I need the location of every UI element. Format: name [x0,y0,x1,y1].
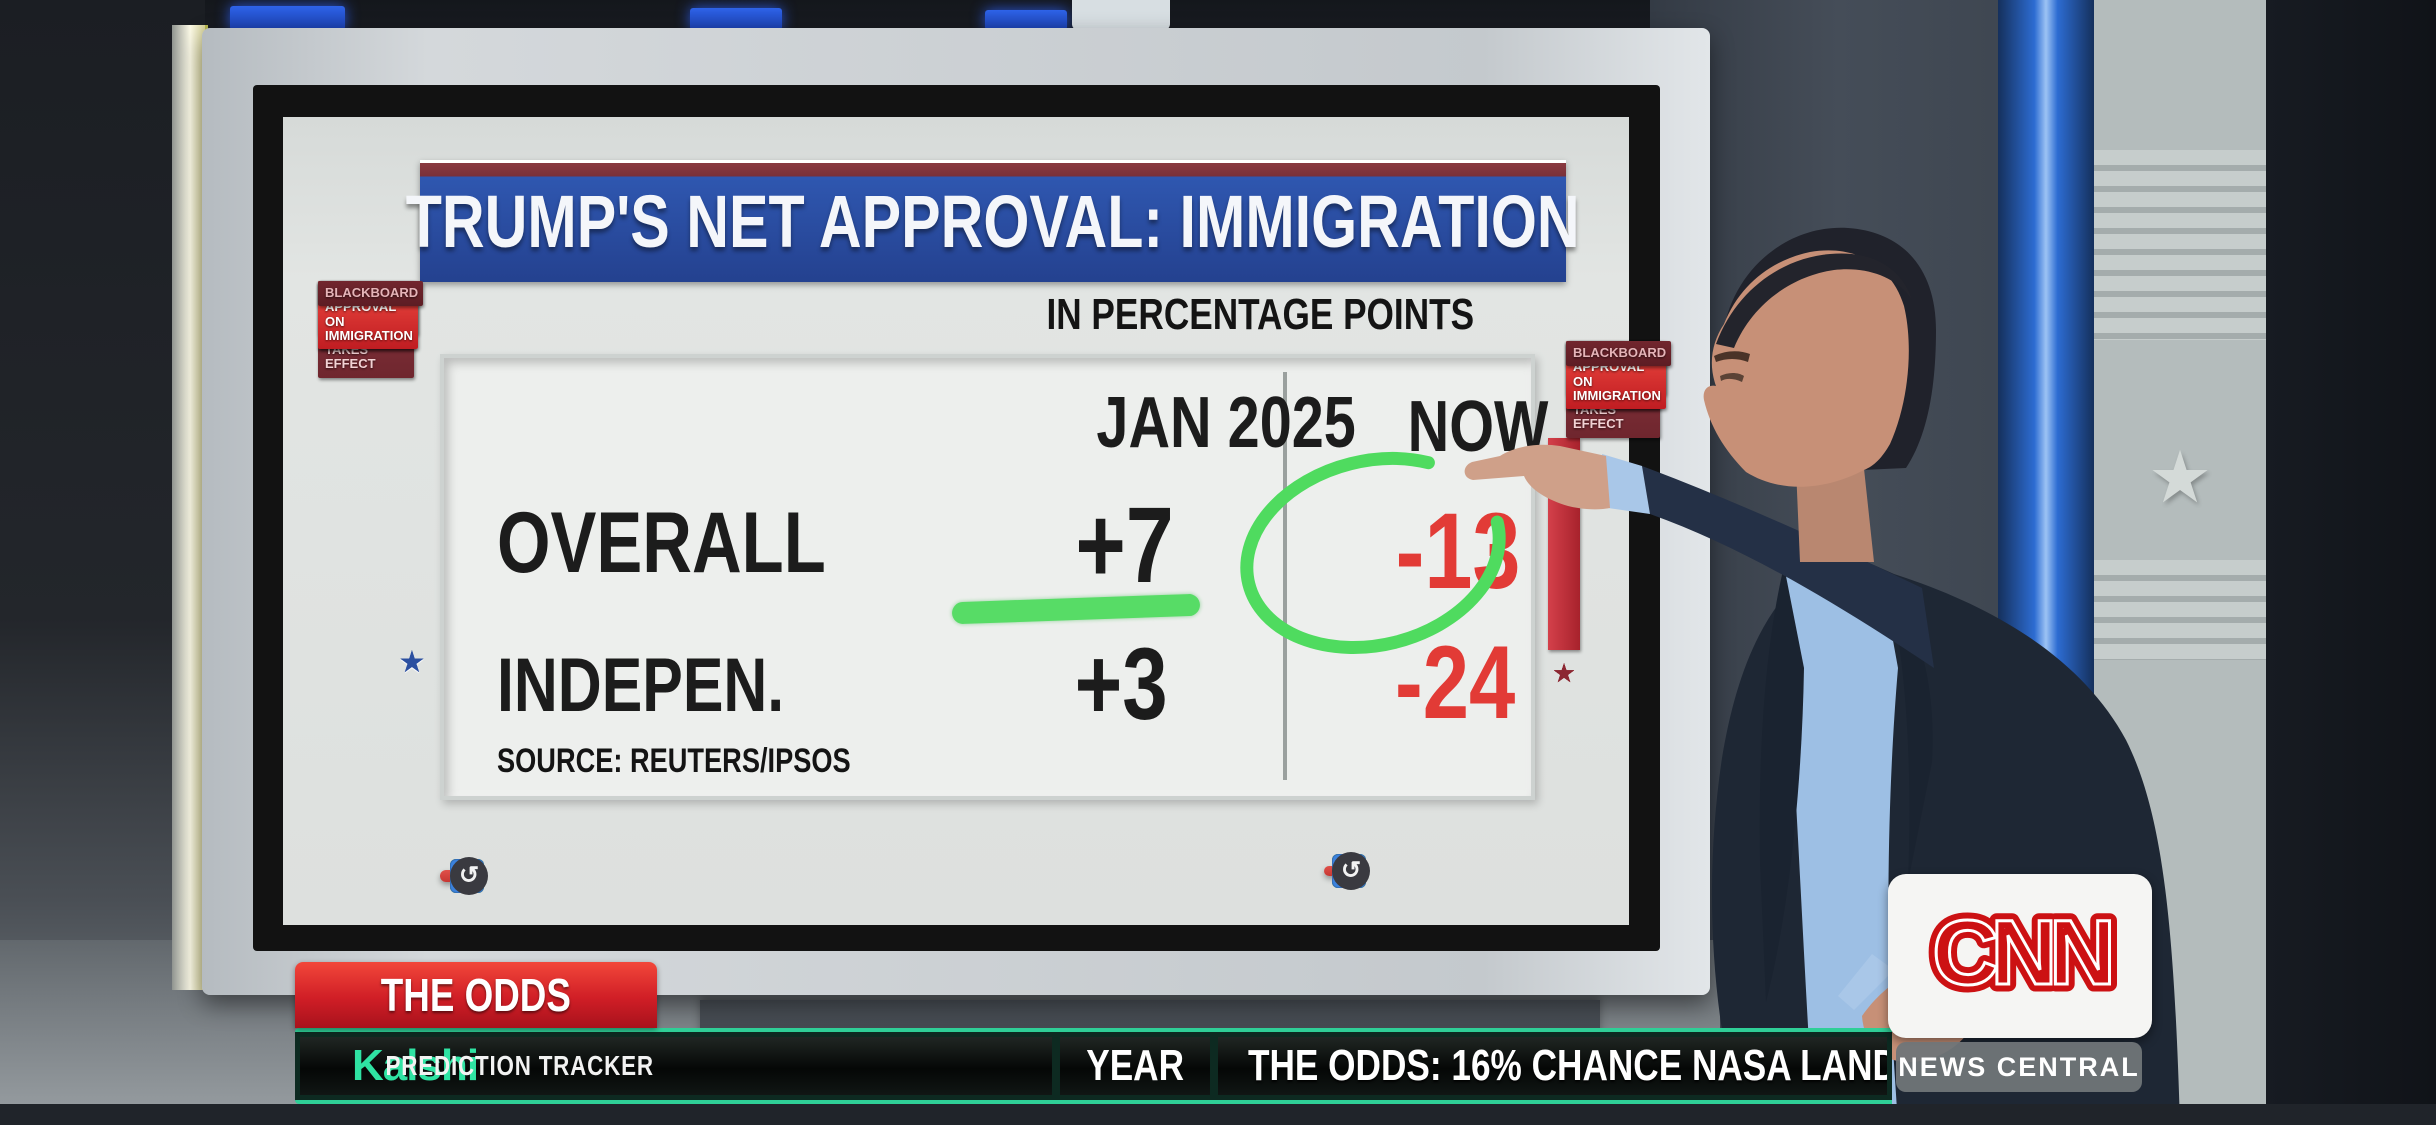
kalshi-logo: Kalshi [352,1041,479,1090]
star-icon: ★ [1552,658,1576,688]
marker-palette-left: ↺ [440,857,488,895]
ticker-headline-segment: THE ODDS: 16% CHANCE NASA LANDS ON THI [1218,1037,1887,1095]
ceiling-led-light [985,10,1067,30]
board-title-bar: TRUMP'S NET APPROVAL: IMMIGRATION [406,160,1580,282]
cnn-logo-box: CNN CNN [1888,874,2152,1038]
cnn-logo: CNN CNN [1925,896,2126,1012]
studio-dark-panel [2266,0,2436,1125]
news-central-label: NEWS CENTRAL [1898,1051,2140,1082]
ticker-bar: Kalshi PREDICTION TRACKER YEAR THE ODDS:… [295,1028,1892,1104]
red-ribbon-decoration [1548,438,1580,650]
the-odds-label: THE ODDS [380,969,572,1021]
star-icon: ★ [1552,658,1576,688]
the-odds-banner: THE ODDS [295,962,657,1028]
board-subtitle: IN PERCENTAGE POINTS [1046,290,1475,339]
louver-stripes [2094,150,2266,340]
star-icon: ★ [398,646,426,679]
star-icon: ★ [398,646,426,679]
star-icon: ★ [1552,658,1576,688]
prediction-tracker-label: PREDICTION TRACKER [385,1050,654,1081]
studio-light-panel [1072,0,1170,30]
ceiling-led-light [690,8,782,30]
menu-item-blackboard[interactable]: BLACKBOARD [1566,341,1672,367]
star-icon: ★ [1552,658,1576,688]
svg-text:CNN: CNN [1932,902,2110,1004]
menu-item-blackboard[interactable]: BLACKBOARD [318,281,424,307]
studio-left-edge [0,0,205,1125]
star-icon: ★ [398,646,426,679]
ceiling-led-light [230,6,345,30]
marker-palette-right: ↺ [1324,852,1370,890]
star-icon: ★ [1552,658,1576,688]
undo-icon[interactable]: ↺ [1332,852,1370,890]
year-label: YEAR [1086,1041,1184,1090]
star-icon: ★ [1552,658,1576,688]
star-icon: ★ [1552,658,1576,688]
star-icon: ★ [1552,658,1576,688]
undo-icon[interactable]: ↺ [450,857,488,895]
wall-star-icon: ★ [2147,438,2213,518]
below-ticker-strip [0,1104,2436,1125]
ticker-brand-segment: Kalshi PREDICTION TRACKER [300,1037,1052,1095]
board-title: TRUMP'S NET APPROVAL: IMMIGRATION [406,179,1580,263]
news-central-banner: NEWS CENTRAL [1896,1042,2142,1092]
ticker-headline: THE ODDS: 16% CHANCE NASA LANDS ON THI [1248,1041,1887,1090]
star-icon: ★ [398,646,426,679]
ticker-year-segment: YEAR [1060,1037,1210,1095]
louver-stripes [2094,560,2266,660]
